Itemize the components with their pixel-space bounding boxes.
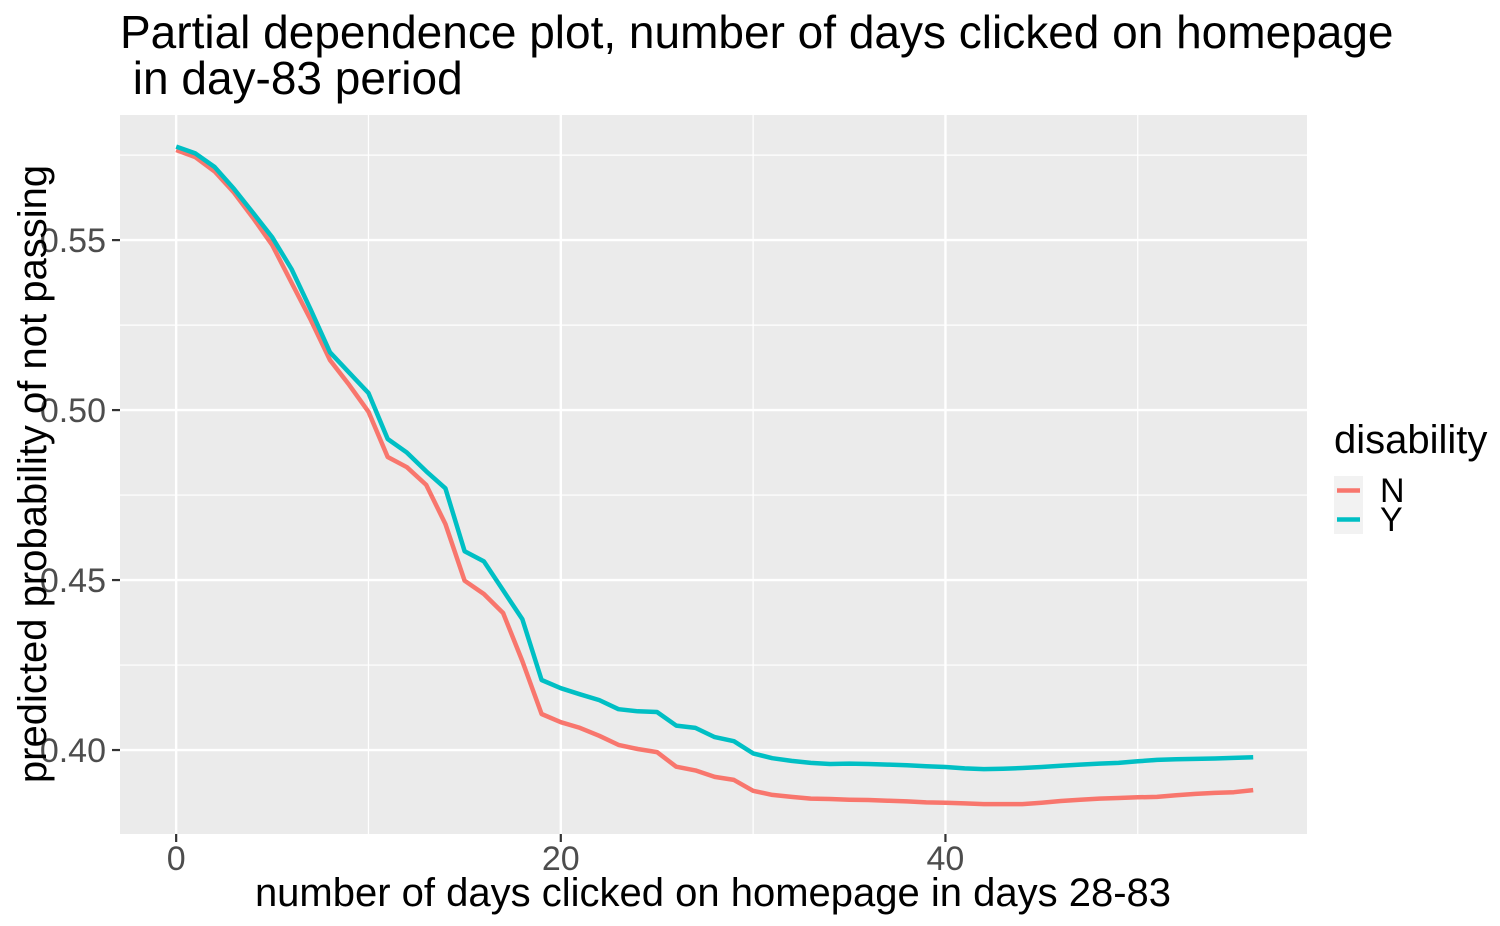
x-tick-label: 0 — [167, 840, 186, 878]
chart-title-line1: Partial dependence plot, number of days … — [120, 6, 1394, 58]
x-axis-tick-labels: 0 20 40 — [167, 840, 965, 878]
x-axis-title: number of days clicked on homepage in da… — [255, 871, 1171, 915]
axis-tick-marks — [112, 239, 947, 842]
legend-title: disability — [1334, 418, 1487, 462]
chart-title-line2: in day-83 period — [120, 52, 463, 104]
y-axis-title: predicted probability of not passing — [11, 165, 55, 783]
y-tick-label: 0.50 — [40, 392, 106, 430]
y-tick-label: 0.55 — [40, 222, 106, 260]
series-lines — [175, 144, 1254, 807]
x-tick-label: 20 — [542, 840, 580, 878]
series-line-N — [175, 147, 1254, 807]
legend-label-N: N — [1380, 472, 1405, 510]
legend: disability N Y — [1334, 418, 1487, 539]
x-tick-label: 40 — [927, 840, 965, 878]
plot-panel — [120, 115, 1307, 834]
y-tick-label: 0.45 — [40, 562, 106, 600]
y-axis-tick-labels: 0.40 0.45 0.50 0.55 — [40, 222, 106, 770]
y-tick-label: 0.40 — [40, 732, 106, 770]
legend-label-Y: Y — [1380, 501, 1403, 539]
series-line-Y — [175, 144, 1254, 772]
major-gridlines — [120, 115, 1307, 834]
